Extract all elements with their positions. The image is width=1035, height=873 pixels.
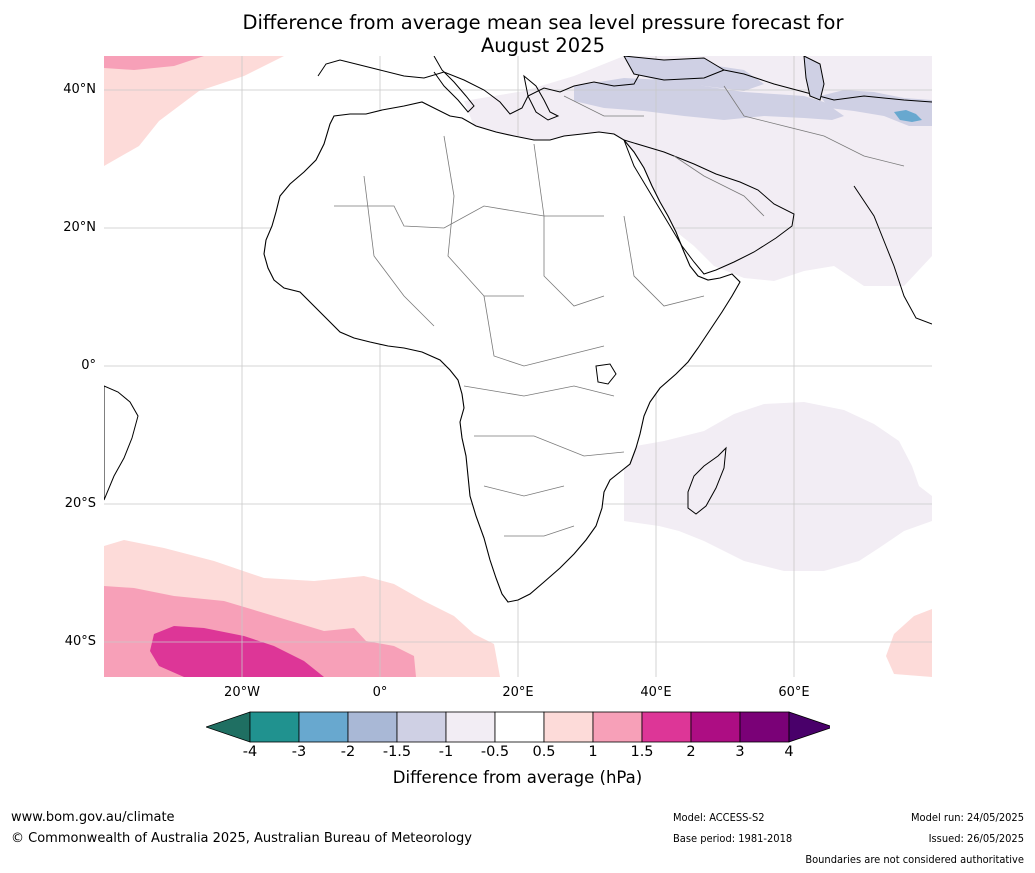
- anomaly-east-lavender: [574, 78, 844, 120]
- lat-label-40n: 40°N: [63, 82, 96, 97]
- colorbar-tick-label: 3: [735, 744, 745, 760]
- greece: [523, 74, 560, 121]
- colorbar-title: Difference from average (hPa): [392, 768, 643, 787]
- footer-copyright: © Commonwealth of Australia 2025, Austra…: [11, 831, 472, 846]
- colorbar-tick-label: 1: [588, 744, 598, 760]
- anomaly-nw-light-pink: [104, 56, 284, 166]
- footer-url[interactable]: www.bom.gov.au/climate: [11, 810, 175, 825]
- arabian-peninsula: [623, 139, 795, 275]
- title-line-2: August 2025: [480, 34, 606, 57]
- anomaly-caspian-blue: [894, 110, 922, 122]
- title-line-1: Difference from average mean sea level p…: [242, 11, 844, 34]
- colorbar-extend-high: [788, 711, 830, 743]
- colorbar-cell: [445, 711, 496, 743]
- pressure-anomaly-map: [104, 56, 932, 677]
- colorbar-tick-label: -3: [291, 744, 307, 760]
- europe-coast: [317, 59, 932, 115]
- lon-label-60e: 60°E: [778, 685, 810, 700]
- footer-model-run: Model run: 24/05/2025: [911, 811, 1024, 824]
- africa-landmass: [263, 101, 741, 603]
- anomaly-nw-pink: [104, 56, 204, 70]
- colorbar: [206, 711, 830, 743]
- lat-label-0: 0°: [81, 358, 96, 373]
- country-borders: [334, 85, 905, 537]
- black-sea: [623, 56, 726, 81]
- lon-label-0: 0°: [372, 685, 388, 700]
- colorbar-tick-label: 1.5: [630, 744, 654, 760]
- colorbar-tick-label: 4: [784, 744, 794, 760]
- lon-label-20e: 20°E: [502, 685, 534, 700]
- footer-issued: Issued: 26/05/2025: [928, 832, 1024, 845]
- caspian-sea: [803, 56, 825, 101]
- colorbar-tick-label: -4: [242, 744, 258, 760]
- colorbar-cell: [249, 711, 300, 743]
- lat-label-20n: 20°N: [63, 220, 96, 235]
- madagascar: [687, 446, 727, 515]
- colorbar-tick-label: -1.5: [382, 744, 412, 760]
- footer-model: Model: ACCESS-S2: [673, 811, 765, 824]
- india: [853, 185, 932, 325]
- lon-label-20w: 20°W: [224, 685, 260, 700]
- anomaly-sw-magenta: [150, 626, 324, 677]
- colorbar-cell: [690, 711, 741, 743]
- colorbar-cell: [641, 711, 692, 743]
- south-america-edge: [104, 385, 139, 501]
- colorbar-cell: [396, 711, 447, 743]
- colorbar-tick-label: -0.5: [480, 744, 510, 760]
- colorbar-tick-label: 2: [686, 744, 696, 760]
- colorbar-cell: [298, 711, 349, 743]
- colorbar-tick-label: -1: [438, 744, 454, 760]
- lake-victoria: [595, 363, 617, 385]
- map-title: Difference from average mean sea level p…: [0, 11, 1035, 57]
- colorbar-cell: [592, 711, 643, 743]
- colorbar-cell: [543, 711, 594, 743]
- lat-label-20s: 20°S: [64, 496, 96, 511]
- colorbar-cell: [347, 711, 398, 743]
- colorbar-cell: [494, 711, 545, 743]
- colorbar-tick-label: -2: [340, 744, 356, 760]
- anomaly-indian-ocean-lavender: [624, 402, 932, 571]
- colorbar-extend-low: [206, 711, 251, 743]
- footer-base-period: Base period: 1981-2018: [673, 832, 793, 845]
- footer-disclaimer: Boundaries are not considered authoritat…: [805, 853, 1024, 866]
- colorbar-cell: [739, 711, 790, 743]
- lon-label-40e: 40°E: [640, 685, 672, 700]
- colorbar-tick-label: 0.5: [532, 744, 556, 760]
- anomaly-se-light-pink: [886, 609, 932, 677]
- italy: [433, 56, 475, 113]
- lat-label-40s: 40°S: [64, 634, 96, 649]
